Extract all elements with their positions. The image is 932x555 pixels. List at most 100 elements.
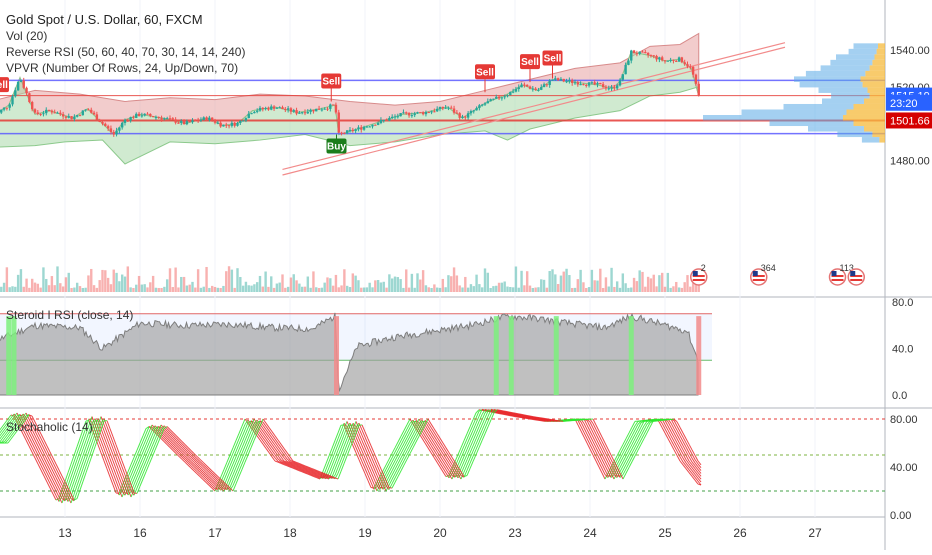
vpvr-label[interactable]: VPVR (Number Of Rows, 24, Up/Down, 70) — [6, 60, 245, 76]
candle-body — [411, 115, 413, 116]
candle-body — [56, 113, 58, 114]
volume-bar — [447, 275, 449, 292]
volume-bar — [523, 285, 525, 292]
candle-body — [203, 117, 205, 119]
candle-body — [591, 82, 593, 83]
candle-body — [101, 122, 103, 124]
candle-body — [166, 118, 168, 119]
stoch-line — [527, 415, 530, 416]
volume-bar — [686, 275, 688, 292]
price-tick-label: 1480.00 — [890, 155, 930, 167]
volume-bar — [262, 287, 264, 292]
volume-bar — [622, 273, 624, 292]
candle-body — [467, 113, 469, 117]
volume-bar — [8, 287, 10, 292]
candle-body — [259, 108, 261, 111]
volume-bar — [276, 284, 278, 292]
rsi-pane-title[interactable]: Steroid I RSI (close, 14) — [6, 308, 133, 322]
volume-bar — [532, 288, 534, 292]
candle-body — [442, 107, 444, 109]
candle-body — [250, 113, 252, 114]
volume-bar — [605, 277, 607, 292]
candle-body — [523, 85, 525, 86]
reverse-rsi-label[interactable]: Reverse RSI (50, 60, 40, 70, 30, 14, 14,… — [6, 44, 245, 60]
volume-bar — [152, 276, 154, 292]
candle-body — [281, 107, 283, 109]
candle-body — [506, 95, 508, 96]
candle-body — [65, 116, 67, 117]
candle-body — [59, 113, 61, 114]
sell-signal[interactable]: Sell — [475, 64, 495, 92]
volume-bar — [602, 288, 604, 292]
event-flag[interactable] — [848, 269, 864, 285]
candle-body — [672, 60, 674, 61]
candle-body — [456, 113, 458, 114]
candle-body — [394, 116, 396, 117]
volume-bar — [236, 268, 238, 292]
candle-body — [593, 82, 595, 84]
volume-profile-down — [879, 137, 885, 143]
sell-signal[interactable]: Sell — [321, 73, 341, 101]
candle-body — [307, 112, 309, 113]
time-tick-label: 24 — [583, 526, 597, 540]
volume-profile-down — [854, 104, 886, 110]
volume-bar — [177, 287, 179, 292]
volume-bar — [405, 269, 407, 292]
candle-body — [667, 61, 669, 62]
candle-body — [540, 87, 542, 90]
volume-bar — [228, 266, 230, 292]
candle-body — [518, 87, 520, 89]
candle-body — [450, 108, 452, 109]
volume-bar — [470, 284, 472, 292]
candle-body — [368, 126, 370, 127]
volume-bar — [158, 288, 160, 292]
volume-bar — [501, 283, 503, 292]
candle-body — [177, 123, 179, 124]
candle-body — [419, 112, 421, 113]
volume-bar — [543, 280, 545, 292]
candle-body — [231, 123, 233, 126]
candle-body — [28, 93, 30, 102]
stoch-pane-title[interactable]: Stochaholic (14) — [6, 420, 93, 434]
rsi-tick-label: 80.0 — [892, 297, 913, 309]
volume-bar — [456, 275, 458, 292]
candle-body — [276, 108, 278, 109]
volume-bar — [380, 282, 382, 292]
candle-body — [551, 80, 553, 81]
volume-bar — [397, 277, 399, 292]
volume-bar — [683, 282, 685, 292]
candle-body — [262, 108, 264, 109]
vol-indicator-label[interactable]: Vol (20) — [6, 28, 245, 44]
candle-body — [174, 119, 176, 122]
candle-body — [84, 109, 86, 110]
candle-body — [610, 87, 612, 88]
volume-bar — [267, 287, 269, 292]
volume-bar — [599, 269, 601, 292]
stoch-line — [524, 415, 527, 416]
volume-profile-up — [800, 82, 863, 88]
volume-bar — [537, 287, 539, 292]
volume-bar — [664, 287, 666, 292]
volume-bar — [146, 287, 148, 292]
candle-body — [298, 113, 300, 114]
volume-profile-down — [863, 82, 885, 88]
volume-bar — [526, 271, 528, 292]
candle-body — [335, 105, 337, 113]
volume-bar — [588, 287, 590, 292]
candle-body — [585, 85, 587, 86]
event-flag[interactable]: 364 — [751, 263, 776, 285]
volume-bar — [107, 278, 109, 292]
candle-body — [256, 111, 258, 112]
candle-body — [557, 78, 559, 80]
event-flag[interactable]: 2 — [691, 263, 707, 285]
candle-body — [315, 109, 317, 112]
volume-profile-down — [878, 43, 885, 49]
candle-body — [616, 85, 618, 88]
symbol-title[interactable]: Gold Spot / U.S. Dollar, 60, FXCM — [6, 12, 245, 28]
volume-bar — [118, 281, 120, 292]
volume-bar — [678, 287, 680, 292]
volume-bar — [11, 286, 13, 292]
volume-bar — [211, 286, 213, 292]
candle-body — [191, 120, 193, 122]
